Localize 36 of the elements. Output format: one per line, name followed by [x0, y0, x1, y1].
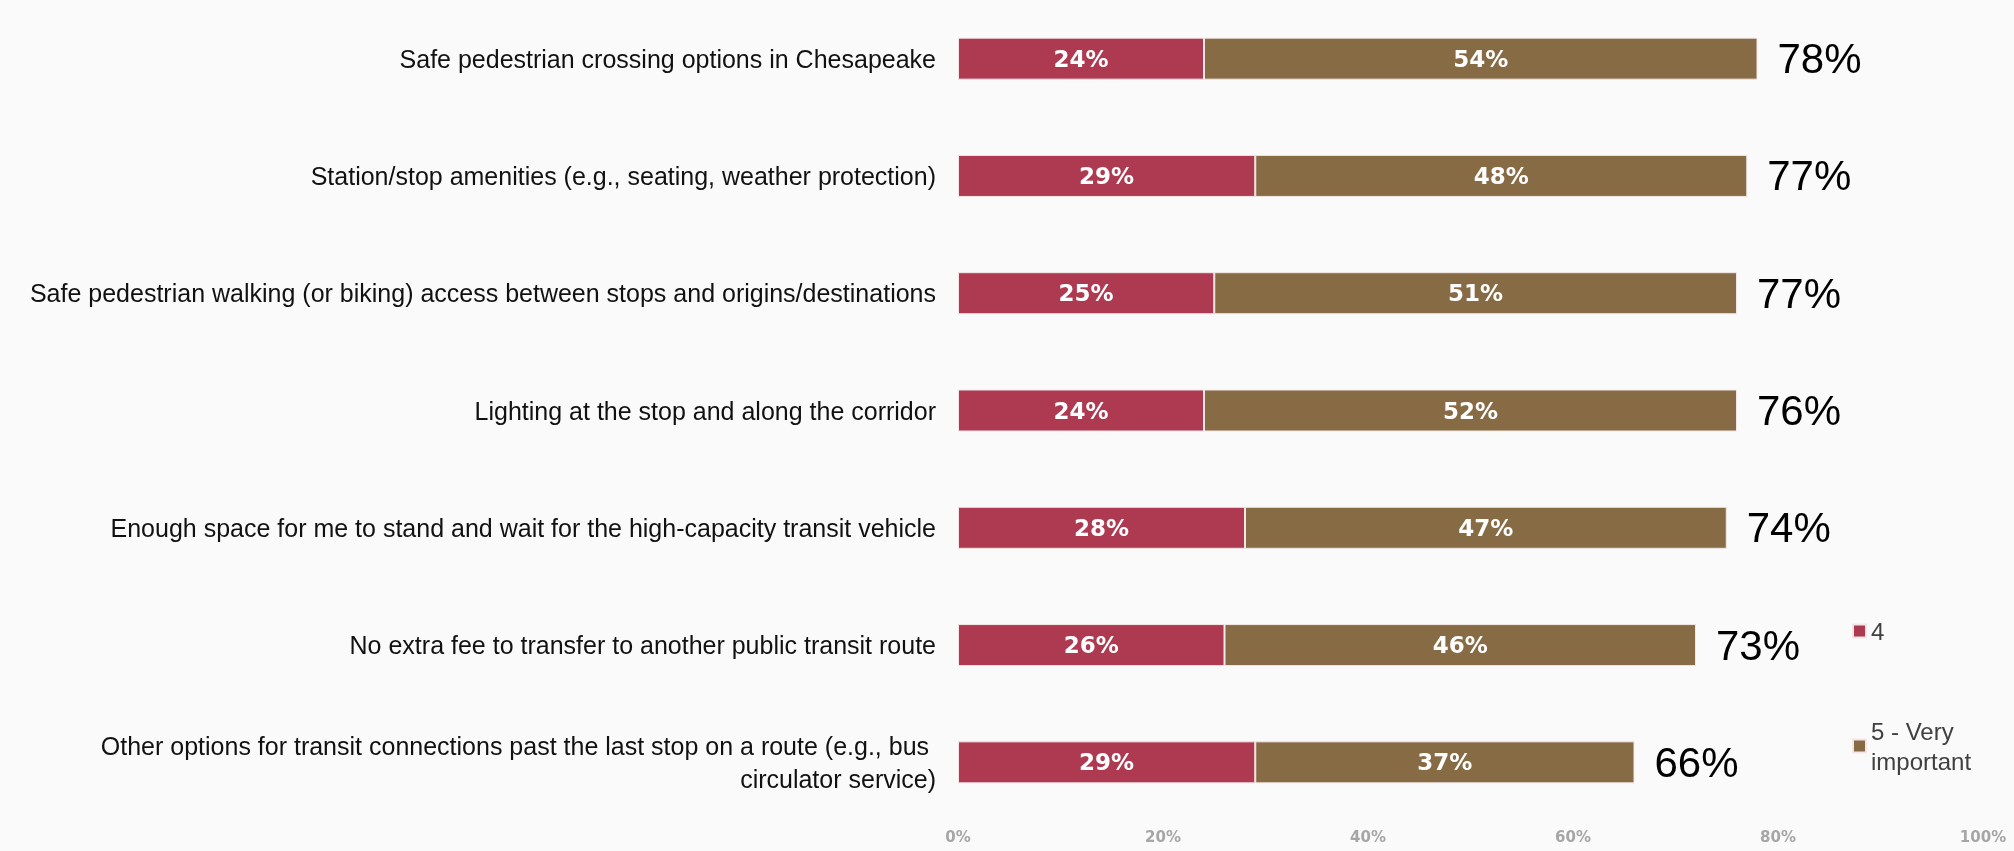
total-label: 77% — [1767, 152, 1852, 200]
y-tick-label: Enough space for me to stand and wait for the high-capacity transit vehicle — [110, 513, 936, 542]
y-tick-label: Lighting at the stop and along the corridor — [474, 396, 936, 425]
legend-label: 4 — [1871, 617, 1885, 645]
x-tick-label: 0% — [945, 827, 971, 846]
y-tick-label: Safe pedestrian crossing options in Chesapeake — [399, 44, 936, 73]
total-label: 78% — [1777, 35, 1862, 83]
data-label: 51% — [1448, 280, 1504, 307]
total-label: 74% — [1746, 504, 1831, 552]
x-tick-label: 100% — [1959, 827, 2007, 846]
data-label: 24% — [1053, 45, 1109, 72]
data-label: 46% — [1432, 632, 1488, 659]
data-label: 26% — [1063, 632, 1119, 659]
data-label: 52% — [1442, 397, 1499, 424]
y-tick-label: Station/stop amenities (e.g., seating, weather protection) — [310, 161, 936, 190]
total-label: 66% — [1654, 738, 1739, 786]
legend-label: 5 - Very important — [1871, 717, 1972, 775]
total-label: 73% — [1716, 621, 1801, 669]
data-label: 47% — [1458, 514, 1514, 541]
data-label: 25% — [1058, 280, 1114, 307]
y-tick-label: Other options for transit connections past the last stop on a route (e.g., bus circulator service) — [100, 731, 936, 793]
x-tick-label: 80% — [1760, 827, 1796, 846]
data-label: 29% — [1079, 749, 1135, 776]
data-label: 54% — [1453, 45, 1509, 72]
x-tick-label: 20% — [1145, 827, 1181, 846]
x-tick-label: 60% — [1555, 827, 1591, 846]
data-label: 28% — [1073, 514, 1130, 541]
data-label: 29% — [1079, 162, 1135, 189]
y-tick-label: Safe pedestrian walking (or biking) access between stops and origins/destinations — [29, 279, 936, 308]
y-tick-label: No extra fee to transfer to another public transit route — [349, 631, 936, 660]
data-label: 48% — [1473, 162, 1529, 189]
total-label: 77% — [1757, 269, 1842, 317]
total-label: 76% — [1757, 387, 1842, 434]
data-label: 24% — [1053, 397, 1109, 424]
data-label: 37% — [1417, 749, 1473, 776]
x-tick-label: 40% — [1350, 827, 1386, 846]
